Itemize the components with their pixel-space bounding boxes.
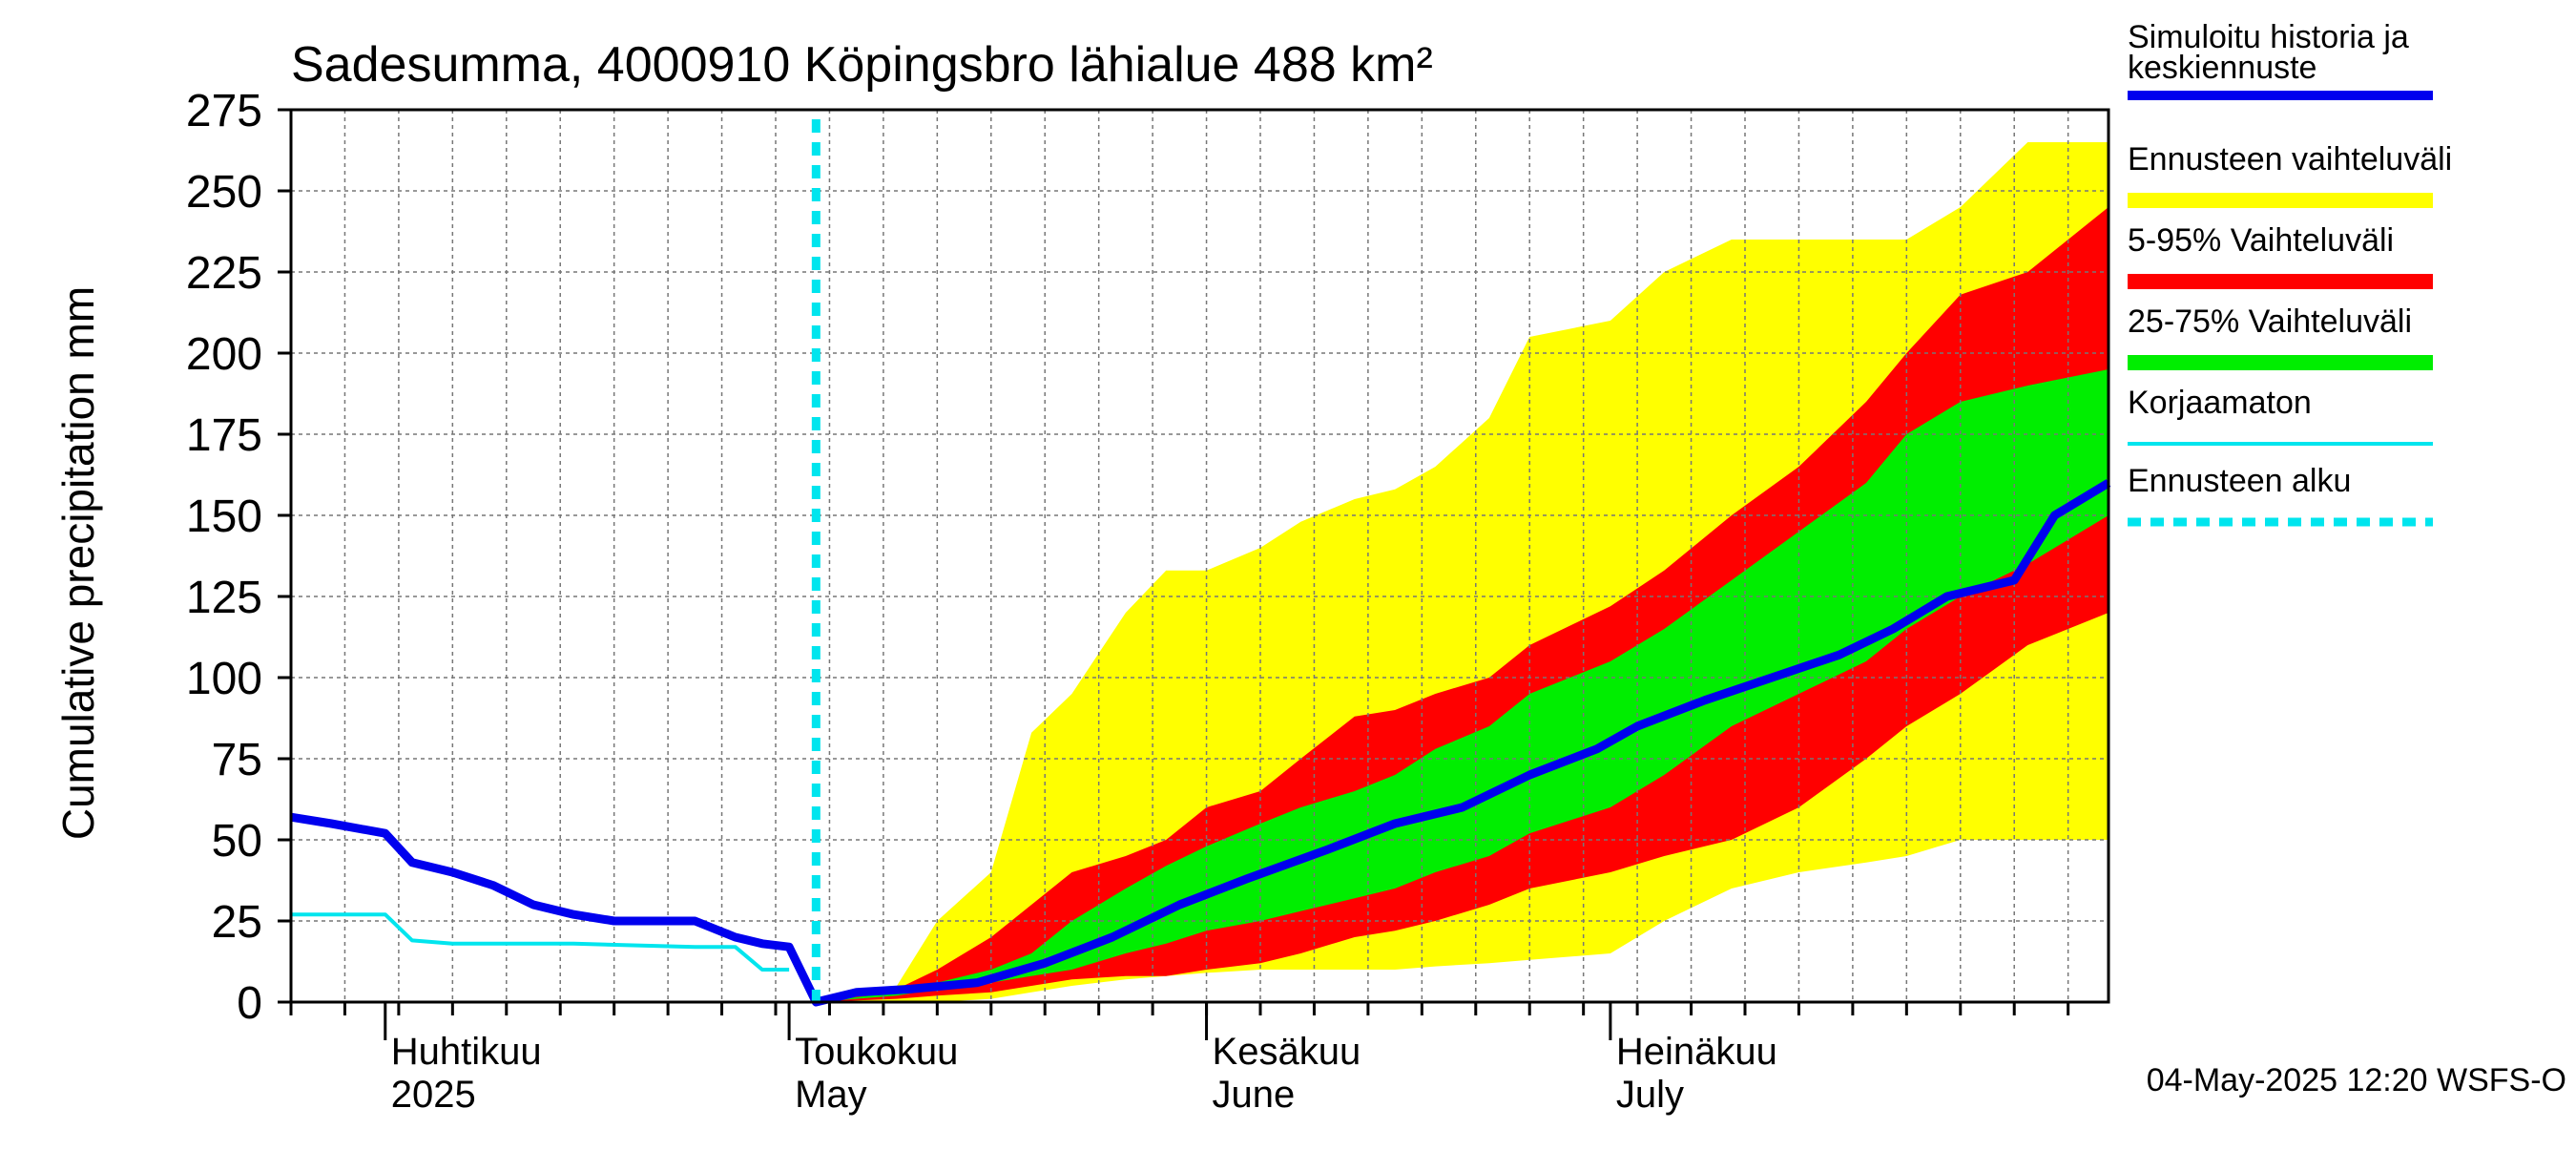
- band-25-75-vaihteluv-li: [816, 369, 2109, 1002]
- y-tick-label: 150: [186, 491, 262, 542]
- legend-label: 5-95% Vaihteluväli: [2128, 222, 2394, 259]
- plot-frame: [289, 108, 2110, 1004]
- axes: 0 25 50 75 100 125 150 175 200 225 250 275 Huhtikuu2…: [186, 86, 2110, 1116]
- y-tick-label: 50: [212, 816, 262, 867]
- chart-title: Sadesumma, 4000910 Köpingsbro lähialue 4…: [291, 37, 1433, 93]
- series-lines: [290, 119, 2111, 1007]
- legend-label: Ennusteen vaihteluväli: [2128, 141, 2452, 178]
- chart-text: Sadesumma, 4000910 Köpingsbro lähialue 4…: [53, 37, 2566, 1098]
- y-tick-label: 200: [186, 329, 262, 380]
- month-label: Toukokuu: [795, 1031, 958, 1073]
- grid-lines: [290, 109, 2109, 1003]
- y-tick-label: 100: [186, 654, 262, 704]
- month-sublabel: July: [1616, 1074, 1684, 1116]
- month-label: Kesäkuu: [1213, 1031, 1361, 1073]
- y-tick-label: 250: [186, 167, 262, 218]
- y-tick-label: 0: [237, 978, 262, 1029]
- y-tick-label: 25: [212, 897, 262, 948]
- y-tick-label: 225: [186, 248, 262, 299]
- y-tick-label: 125: [186, 573, 262, 623]
- forecast-bands: [816, 142, 2109, 1002]
- legend-label: Ennusteen alku: [2128, 463, 2351, 499]
- month-sublabel: 2025: [391, 1074, 476, 1116]
- line-korjaamaton: [291, 912, 790, 972]
- legend-label: 25-75% Vaihteluväli: [2128, 303, 2412, 340]
- legend-label: Simuloitu historia ja: [2128, 19, 2409, 55]
- y-tick-label: 275: [186, 86, 262, 136]
- y-tick-label: 75: [212, 735, 262, 785]
- legend-label: keskiennuste: [2128, 50, 2316, 86]
- y-tick-label: 175: [186, 410, 262, 461]
- month-label: Huhtikuu: [391, 1031, 542, 1073]
- line-simuloitu-historia-ja-keskiennuste: [290, 479, 2111, 1007]
- band-5-95-vaihteluv-li: [816, 207, 2109, 1002]
- footer-timestamp: 04-May-2025 12:20 WSFS-O: [2147, 1062, 2566, 1098]
- month-sublabel: June: [1213, 1074, 1296, 1116]
- month-sublabel: May: [795, 1074, 867, 1116]
- legend-label: Korjaamaton: [2128, 385, 2312, 421]
- month-label: Heinäkuu: [1616, 1031, 1777, 1073]
- y-axis-label: Cumulative precipitation mm: [53, 286, 103, 840]
